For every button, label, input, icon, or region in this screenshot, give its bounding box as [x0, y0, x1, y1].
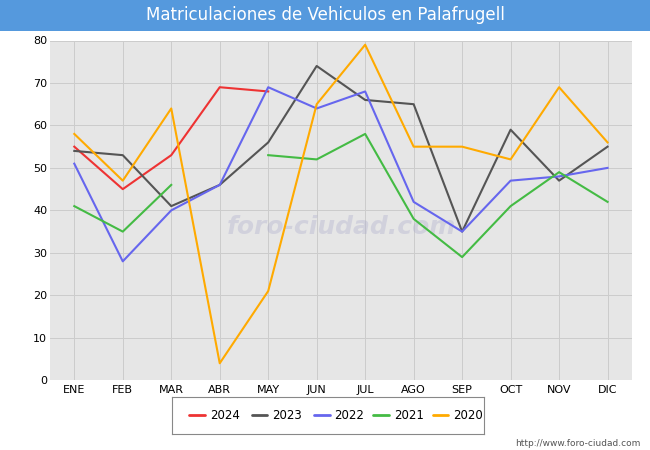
2021 — [119, 229, 127, 234]
2020 — [119, 178, 127, 183]
2024 — [216, 85, 224, 90]
2022 — [555, 174, 563, 179]
2023 — [313, 63, 320, 69]
2023 — [119, 153, 127, 158]
2020 — [313, 102, 320, 107]
2020 — [265, 288, 272, 294]
2021 — [70, 203, 78, 209]
2021 — [167, 182, 175, 188]
2022 — [507, 178, 515, 183]
2023 — [458, 229, 466, 234]
Text: http://www.foro-ciudad.com: http://www.foro-ciudad.com — [515, 439, 640, 448]
2020 — [410, 144, 417, 149]
2023 — [265, 140, 272, 145]
2024 — [167, 153, 175, 158]
Text: 2022: 2022 — [335, 409, 365, 422]
2020 — [70, 131, 78, 137]
2023 — [604, 144, 612, 149]
2023 — [167, 203, 175, 209]
2024 — [70, 144, 78, 149]
Line: 2024: 2024 — [74, 87, 268, 189]
Text: 2021: 2021 — [394, 409, 424, 422]
2022 — [216, 182, 224, 188]
2020 — [604, 140, 612, 145]
2022 — [604, 165, 612, 171]
Line: 2020: 2020 — [74, 45, 608, 363]
Line: 2022: 2022 — [74, 87, 608, 261]
2022 — [265, 85, 272, 90]
2020 — [167, 106, 175, 111]
2023 — [555, 178, 563, 183]
2023 — [216, 182, 224, 188]
2020 — [216, 360, 224, 366]
2022 — [119, 259, 127, 264]
Text: 2024: 2024 — [210, 409, 240, 422]
2022 — [70, 161, 78, 166]
2023 — [361, 97, 369, 103]
2023 — [70, 148, 78, 153]
2023 — [507, 127, 515, 132]
2022 — [167, 208, 175, 213]
2024 — [265, 89, 272, 94]
Line: 2023: 2023 — [74, 66, 608, 232]
Line: 2021: 2021 — [74, 185, 171, 232]
2020 — [458, 144, 466, 149]
Text: 2023: 2023 — [272, 409, 302, 422]
Text: foro-ciudad.com: foro-ciudad.com — [226, 216, 456, 239]
Text: 2020: 2020 — [453, 409, 483, 422]
2020 — [555, 85, 563, 90]
2022 — [458, 229, 466, 234]
2022 — [361, 89, 369, 94]
2023 — [410, 102, 417, 107]
2022 — [313, 106, 320, 111]
2020 — [507, 157, 515, 162]
2024 — [119, 186, 127, 192]
Text: Matriculaciones de Vehiculos en Palafrugell: Matriculaciones de Vehiculos en Palafrug… — [146, 6, 504, 24]
2022 — [410, 199, 417, 205]
2020 — [361, 42, 369, 47]
